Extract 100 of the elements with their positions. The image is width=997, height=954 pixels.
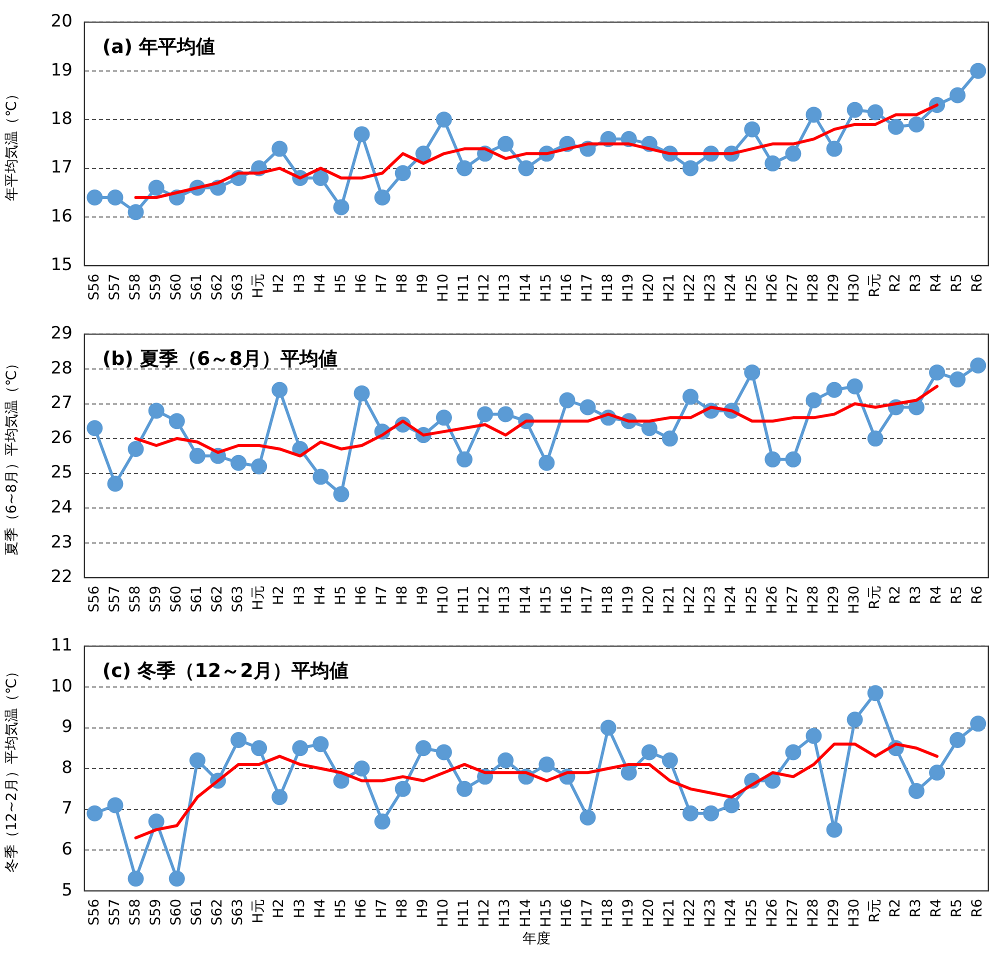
y-tick-label: 27 (50, 393, 72, 414)
point (744, 364, 760, 380)
point (929, 364, 946, 380)
x-tick-label: H23 (702, 586, 719, 614)
x-tick-label: H19 (620, 898, 636, 928)
x-tick-label: H25 (744, 586, 760, 614)
x-tick-label: H18 (600, 274, 616, 302)
x-tick-label: H20 (641, 586, 658, 614)
x-tick-label: S56 (86, 274, 102, 300)
point (107, 189, 124, 206)
x-tick-label: S60 (168, 274, 185, 300)
y-axis-title: 夏季（6~8月）平均気温（℃） (4, 356, 20, 556)
point (333, 772, 350, 789)
x-tick-label: H10 (436, 898, 452, 928)
x-tick-label: S61 (189, 586, 206, 612)
point (498, 136, 514, 152)
x-tick-label: H19 (620, 586, 636, 614)
x-tick-label: H24 (723, 586, 740, 614)
text: (b) 夏季（6～8月）平均値 (102, 348, 338, 370)
x-tick-label: S62 (210, 898, 226, 926)
x-tick-label: H元 (250, 586, 267, 610)
x-axis-title: 年度 (522, 931, 550, 948)
point (354, 385, 370, 402)
x-tick-label: H10 (436, 274, 452, 302)
point (374, 814, 390, 830)
x-tick-label: H8 (394, 586, 411, 606)
point (251, 458, 268, 474)
point (682, 805, 698, 822)
point (682, 388, 698, 405)
x-tick-label: H23 (702, 274, 719, 302)
x-tick-label: H24 (723, 898, 740, 928)
point (538, 454, 555, 471)
x-tick-label: R6 (970, 898, 986, 918)
point (518, 160, 534, 176)
x-tick-label: H14 (518, 898, 534, 928)
x-tick-label: H7 (374, 586, 390, 606)
point (312, 170, 329, 186)
x-tick-label: H16 (558, 898, 575, 928)
point (436, 410, 452, 426)
x-tick-label: S58 (127, 586, 144, 612)
y-tick-label: 16 (50, 206, 72, 226)
x-tick-label: S58 (127, 274, 144, 300)
x-tick-label: H11 (456, 898, 472, 928)
x-tick-label: S63 (230, 274, 246, 300)
x-tick-label: H15 (538, 274, 554, 302)
x-tick-label: R元 (867, 274, 884, 298)
point (867, 430, 884, 447)
x-tick-label: R2 (888, 586, 904, 604)
point (312, 468, 329, 485)
x-tick-label: S57 (106, 274, 123, 300)
x-tick-label: H12 (476, 898, 493, 928)
x-tick-label: H5 (332, 898, 349, 918)
point (333, 486, 350, 502)
x-tick-label: S63 (230, 898, 246, 926)
x-tick-label: R3 (908, 274, 924, 292)
x-tick-label: R4 (928, 586, 945, 604)
point (806, 392, 822, 408)
x-tick-label: H6 (353, 586, 370, 606)
x-tick-label: H19 (620, 274, 636, 302)
x-tick-label: H27 (784, 274, 801, 302)
x-tick-label: S60 (168, 898, 185, 926)
x-tick-label: H22 (682, 898, 698, 928)
point (764, 155, 781, 172)
x-tick-label: H17 (579, 898, 596, 928)
point (826, 822, 842, 838)
x-tick-label: H2 (271, 898, 288, 918)
point (128, 440, 144, 457)
point (929, 764, 946, 781)
x-tick-label: R6 (970, 586, 986, 604)
x-tick-label: H11 (456, 586, 472, 614)
point (846, 102, 863, 118)
point (950, 87, 966, 104)
x-tick-label: H9 (415, 586, 432, 606)
point (744, 121, 760, 138)
x-tick-label: H4 (312, 586, 328, 606)
point (292, 740, 308, 756)
point (826, 140, 842, 157)
point (251, 740, 268, 756)
point (354, 760, 370, 777)
x-tick-label: R5 (949, 898, 966, 918)
point (415, 740, 432, 756)
x-tick-label: H29 (826, 898, 842, 928)
x-tick-label: H27 (784, 586, 801, 614)
x-tick-label: S62 (210, 586, 226, 612)
x-tick-label: R4 (928, 898, 945, 918)
point (168, 870, 185, 887)
y-tick-label: 26 (50, 428, 72, 448)
y-tick-label: 15 (50, 255, 72, 276)
x-tick-label: H20 (641, 274, 658, 302)
point (456, 451, 472, 468)
x-tick-label: S59 (148, 586, 164, 612)
point (600, 720, 616, 736)
x-tick-label: H27 (784, 898, 801, 928)
x-tick-label: H25 (744, 898, 760, 928)
y-axis-title: 冬季（12~2月）平均気温（℃） (4, 664, 20, 873)
x-tick-label: H28 (805, 898, 822, 928)
text: (a) 年平均値 (102, 36, 216, 58)
x-tick-label: H24 (723, 274, 740, 302)
x-tick-label: S63 (230, 586, 246, 612)
y-tick-label: 28 (50, 358, 72, 378)
